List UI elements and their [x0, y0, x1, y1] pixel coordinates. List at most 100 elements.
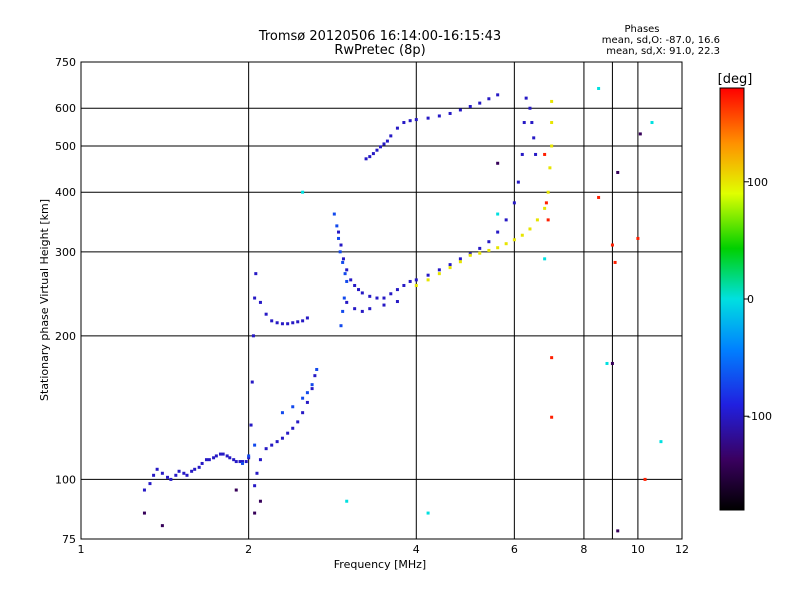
- y-tick-label: 750: [55, 56, 76, 69]
- data-point: [524, 96, 528, 100]
- colorbar-ticks: 100 0 -100: [744, 176, 772, 423]
- data-point: [353, 283, 357, 287]
- data-point: [228, 456, 232, 460]
- data-point: [520, 233, 524, 237]
- data-point: [543, 206, 547, 210]
- data-point: [375, 148, 379, 152]
- data-point: [638, 132, 642, 136]
- data-point: [368, 307, 372, 311]
- data-point: [613, 260, 617, 264]
- data-point: [468, 253, 472, 257]
- data-point: [512, 201, 516, 205]
- data-point: [650, 121, 654, 125]
- data-point: [496, 161, 500, 165]
- colorbar: [719, 87, 745, 511]
- data-point: [174, 473, 178, 477]
- data-point: [414, 278, 418, 282]
- data-point: [616, 170, 620, 174]
- data-point: [207, 458, 211, 462]
- data-point: [204, 458, 208, 462]
- data-point: [305, 316, 309, 320]
- data-point: [341, 309, 345, 313]
- data-point: [253, 296, 257, 300]
- data-point: [301, 396, 305, 400]
- data-point: [270, 319, 274, 323]
- data-point: [548, 166, 552, 170]
- y-axis-ticks: 75 100 200 300 400 500 600 750: [55, 56, 76, 546]
- data-point: [550, 415, 554, 419]
- data-point: [332, 212, 336, 216]
- data-point: [234, 488, 238, 492]
- data-point: [142, 511, 146, 515]
- data-point: [487, 240, 491, 244]
- data-point: [382, 296, 386, 300]
- data-point: [382, 142, 386, 146]
- data-point: [458, 257, 462, 261]
- data-point: [343, 272, 347, 276]
- data-point: [426, 273, 430, 277]
- y-tick-label: 500: [55, 140, 76, 153]
- data-point: [414, 118, 418, 122]
- data-point: [197, 465, 201, 469]
- data-point: [395, 300, 399, 304]
- chart-subtitle: RwPretec (8p): [334, 43, 425, 58]
- data-point: [253, 443, 257, 447]
- data-point: [357, 288, 361, 292]
- y-tick-label: 100: [55, 473, 76, 486]
- data-point: [375, 296, 379, 300]
- data-point: [543, 257, 547, 261]
- colorbar-tick-label: 0: [747, 293, 754, 306]
- data-point: [616, 529, 620, 533]
- data-point: [534, 152, 538, 156]
- data-point: [437, 114, 441, 118]
- data-point: [160, 471, 164, 475]
- data-point: [478, 251, 482, 255]
- data-point: [353, 307, 357, 311]
- data-point: [478, 101, 482, 105]
- data-point: [496, 246, 500, 250]
- data-point: [349, 278, 353, 282]
- data-point: [291, 321, 295, 325]
- data-point: [160, 524, 164, 528]
- data-point: [395, 126, 399, 130]
- x-tick-label: 8: [580, 543, 587, 556]
- data-point: [339, 243, 343, 247]
- y-tick-label: 600: [55, 102, 76, 115]
- data-point: [504, 218, 508, 222]
- data-point: [166, 475, 170, 479]
- data-point: [487, 248, 491, 252]
- phase-info-line2: mean, sd,X: 91.0, 22.3: [606, 46, 720, 57]
- x-tick-label: 2: [245, 543, 252, 556]
- data-point: [496, 230, 500, 234]
- data-point: [244, 460, 248, 464]
- data-point: [496, 93, 500, 97]
- data-point: [301, 190, 305, 194]
- data-point: [301, 319, 305, 323]
- data-point: [301, 411, 305, 415]
- data-point: [338, 250, 342, 254]
- data-point: [659, 440, 663, 444]
- data-point: [408, 119, 412, 123]
- colorbar-tick-label: 100: [747, 176, 768, 189]
- data-point: [528, 106, 532, 110]
- data-point: [597, 195, 601, 199]
- data-point: [605, 361, 609, 365]
- x-axis-label: Frequency [MHz]: [334, 558, 426, 571]
- data-point: [385, 139, 389, 143]
- data-point: [193, 467, 197, 471]
- data-point: [360, 309, 364, 313]
- data-point: [389, 134, 393, 138]
- data-point: [177, 469, 181, 473]
- data-point: [345, 268, 349, 272]
- data-point: [426, 116, 430, 120]
- data-point: [258, 458, 262, 462]
- data-point: [520, 152, 524, 156]
- data-point: [550, 356, 554, 360]
- data-point: [310, 387, 314, 391]
- x-axis-ticks: 1 2 4 6 8 10 12: [78, 543, 690, 556]
- data-point: [504, 242, 508, 246]
- data-point: [368, 155, 372, 159]
- data-point: [546, 218, 550, 222]
- data-point: [389, 292, 393, 296]
- data-point: [643, 477, 647, 481]
